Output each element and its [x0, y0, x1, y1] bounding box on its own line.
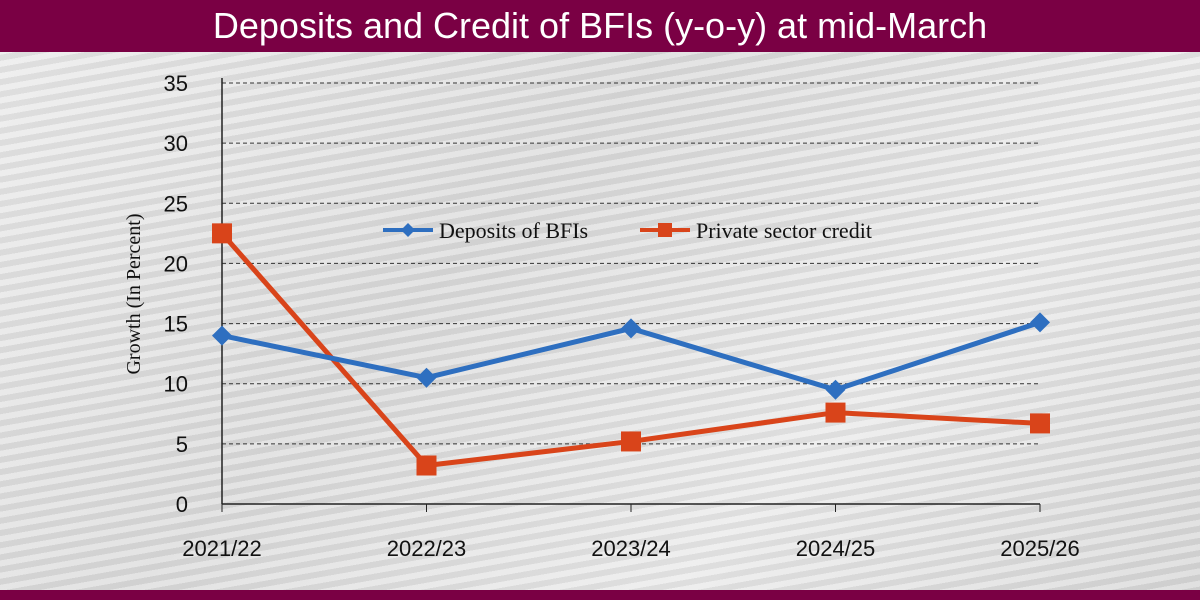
legend-marker: [658, 223, 672, 237]
series-line: [220, 231, 1041, 469]
data-point: [1030, 312, 1050, 333]
y-tick-label: 15: [164, 312, 188, 337]
data-point: [1030, 413, 1050, 434]
y-tick-label: 5: [176, 432, 188, 457]
chart-title: Deposits and Credit of BFIs (y-o-y) at m…: [0, 0, 1200, 52]
legend-item: Private sector credit: [640, 218, 872, 243]
y-tick-label: 10: [164, 372, 188, 397]
legend-label: Private sector credit: [696, 218, 872, 243]
data-point: [212, 223, 232, 244]
data-point: [621, 318, 641, 339]
x-tick-label: 2021/22: [182, 536, 262, 561]
series-deposits-of-bfis: [212, 312, 1050, 400]
y-tick-label: 0: [176, 492, 188, 517]
data-point: [416, 367, 437, 388]
y-tick-label: 20: [164, 251, 188, 276]
data-point: [212, 325, 232, 346]
y-tick-label: 35: [164, 71, 188, 96]
series-private-sector-credit: [212, 223, 1050, 476]
y-axis-label: Growth (In Percent): [123, 213, 145, 374]
x-tick-label: 2023/24: [591, 536, 671, 561]
data-point: [621, 431, 641, 452]
x-tick-label: 2025/26: [1000, 536, 1080, 561]
data-point: [825, 379, 846, 400]
legend-label: Deposits of BFIs: [439, 218, 588, 243]
data-point: [416, 455, 437, 476]
data-point: [825, 402, 846, 423]
y-tick-label: 25: [164, 191, 188, 216]
legend-item: Deposits of BFIs: [383, 218, 588, 243]
x-tick-label: 2022/23: [387, 536, 467, 561]
legend-marker: [401, 223, 415, 237]
y-tick-label: 30: [164, 131, 188, 156]
x-tick-label: 2024/25: [796, 536, 876, 561]
footer-bar: [0, 590, 1200, 600]
